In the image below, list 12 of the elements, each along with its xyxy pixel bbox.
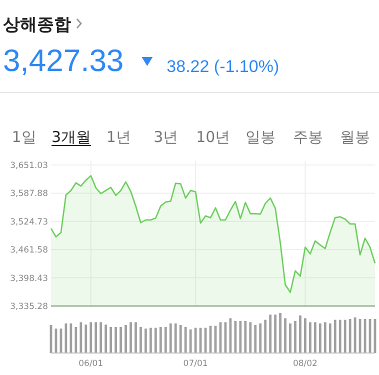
y-tick-label: 3,524.73 [10,217,48,228]
y-tick-label: 3,587.88 [10,189,48,200]
y-tick-label: 3,651.03 [10,161,48,171]
x-tick-label: 07/01 [183,359,208,369]
x-tick-label: 08/02 [292,359,318,369]
subtitle: 3,427.33 [3,43,124,78]
y-tick-label: 3,335.28 [10,302,48,312]
x-tick-label: 06/01 [78,359,104,369]
title: 상해종합 [3,15,71,35]
annotation: 38.22 (-1.10%) [166,57,280,76]
y-tick-label: 3,461.58 [10,246,48,256]
y-tick-label: 3,398.43 [10,274,48,284]
